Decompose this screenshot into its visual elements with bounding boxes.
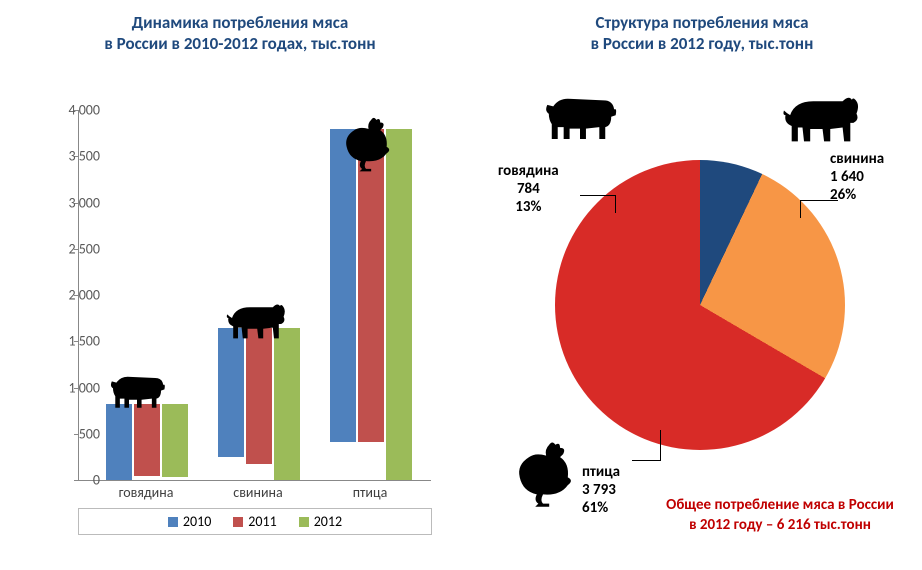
pie-label-pork: свинина 1 640 26% — [830, 150, 884, 204]
title-line2: в России в 2010-2012 годах, тыс.тонн — [104, 33, 375, 54]
title-line1: Структура потребления мяса — [596, 12, 809, 33]
bar — [162, 404, 188, 477]
legend-item-2012: 2012 — [299, 513, 342, 530]
title-line2: в России в 2012 году, тыс.тонн — [591, 33, 814, 54]
y-axis-label: 500 — [52, 425, 100, 442]
pie-label-name: птица — [582, 463, 620, 481]
chicken-icon — [512, 440, 574, 510]
y-axis-label: 2 500 — [52, 240, 100, 257]
bar-group — [218, 328, 300, 480]
footer-line1: Общее потребление мяса в России — [666, 496, 894, 514]
y-axis-label: 1 500 — [52, 333, 100, 350]
pie-label-pct: 13% — [515, 198, 541, 216]
pie-label-value: 1 640 — [830, 168, 864, 186]
bar — [246, 328, 272, 464]
bar — [330, 129, 356, 442]
pie-label-pct: 26% — [830, 186, 856, 204]
legend-item-2010: 2010 — [168, 513, 211, 530]
bar-chart: 2010 2011 2012 05001 0001 5002 0002 5003… — [20, 80, 460, 520]
pie-chart-disk — [555, 160, 845, 450]
title-line1: Динамика потребления мяса — [132, 12, 349, 33]
x-axis-label: свинина — [233, 484, 282, 501]
pie-label-poultry: птица 3 793 61% — [582, 463, 620, 517]
pig-icon — [225, 300, 287, 342]
bar-chart-legend: 2010 2011 2012 — [78, 508, 432, 535]
pie-label-beef: говядина 784 13% — [498, 162, 559, 216]
y-axis-label: 3 500 — [52, 148, 100, 165]
leader-line — [660, 430, 661, 460]
pie-label-name: свинина — [830, 150, 884, 168]
y-axis-label: 0 — [52, 472, 100, 489]
bar — [134, 404, 160, 476]
bar-group — [106, 404, 188, 480]
legend-label: 2011 — [248, 513, 276, 530]
pie-chart-title: Структура потребления мяса в России в 20… — [512, 12, 892, 55]
bar — [106, 404, 132, 480]
leader-line — [800, 200, 801, 218]
y-axis-label: 4 000 — [52, 102, 100, 119]
pie-label-pct: 61% — [582, 499, 608, 517]
cow-icon — [108, 370, 166, 410]
leader-line — [580, 195, 616, 196]
pie-label-value: 784 — [517, 180, 540, 198]
bar-group — [330, 129, 412, 480]
x-axis-label: говядина — [119, 484, 174, 501]
bar-chart-title: Динамика потребления мяса в России в 201… — [50, 12, 430, 55]
bar — [358, 129, 384, 442]
bar — [274, 328, 300, 480]
pie-chart: говядина 784 13% свинина 1 640 26% птица… — [500, 100, 900, 530]
footer-line2: в 2012 году – 6 216 тыс.тонн — [689, 516, 871, 534]
legend-label: 2012 — [314, 513, 342, 530]
cow-icon — [540, 90, 620, 142]
chicken-icon — [340, 116, 392, 174]
bar — [218, 328, 244, 457]
bar — [386, 129, 412, 480]
pig-icon — [780, 92, 862, 146]
pie-footer: Общее потребление мяса в России в 2012 г… — [650, 496, 910, 535]
y-axis-label: 2 000 — [52, 287, 100, 304]
pie-label-value: 3 793 — [582, 481, 616, 499]
leader-line — [632, 460, 661, 461]
leader-line — [615, 195, 616, 213]
x-axis-label: птица — [353, 484, 388, 501]
legend-item-2011: 2011 — [233, 513, 276, 530]
legend-label: 2010 — [183, 513, 211, 530]
y-axis-label: 1 000 — [52, 379, 100, 396]
y-axis-label: 3 000 — [52, 194, 100, 211]
pie-label-name: говядина — [498, 162, 559, 180]
